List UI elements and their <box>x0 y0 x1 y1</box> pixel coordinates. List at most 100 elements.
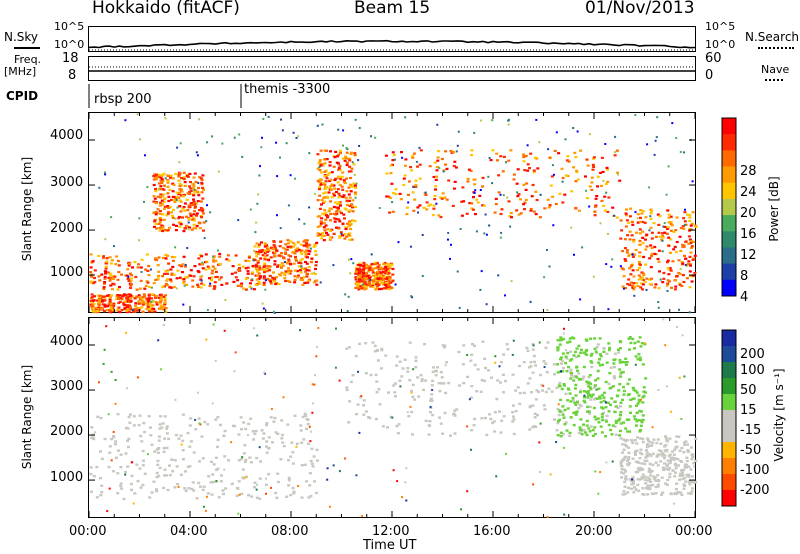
power-cell <box>447 238 449 241</box>
power-cell <box>530 195 534 198</box>
power-cell <box>326 233 330 236</box>
power-cell <box>177 221 181 224</box>
power-cell <box>193 210 196 213</box>
velocity-cell <box>646 437 650 440</box>
velocity-cell <box>661 466 665 469</box>
velocity-cell <box>582 423 585 426</box>
velocity-cell <box>531 348 535 351</box>
power-cell <box>323 200 327 203</box>
velocity-cell <box>162 324 165 326</box>
power-cell <box>217 170 220 173</box>
power-cell <box>645 233 649 236</box>
power-cell <box>287 269 291 272</box>
power-cell <box>195 224 199 228</box>
power-cell <box>596 175 600 178</box>
velocity-cell <box>392 384 396 387</box>
velocity-cell <box>156 459 160 463</box>
velocity-cell <box>693 465 696 468</box>
power-cell <box>656 116 659 119</box>
velocity-cell <box>416 376 420 379</box>
power-cell <box>454 166 458 169</box>
power-cell <box>160 181 164 185</box>
velocity-cell <box>127 415 131 419</box>
velocity-cell <box>683 375 686 378</box>
power-cell <box>661 234 665 237</box>
power-cell <box>372 267 375 270</box>
power-cell <box>129 308 133 311</box>
velocity-cell <box>162 447 166 450</box>
power-cell <box>455 150 458 153</box>
velocity-cell <box>657 479 661 483</box>
power-cell <box>201 197 205 200</box>
power-cell <box>683 254 686 257</box>
velocity-cell <box>293 414 297 417</box>
velocity-cell <box>439 371 443 374</box>
power-cell <box>154 296 158 299</box>
velocity-cell <box>462 381 466 385</box>
power-cell <box>619 265 622 268</box>
power-cell <box>161 229 165 233</box>
velocity-cell <box>560 359 564 362</box>
power-cell <box>105 260 109 263</box>
power-cell <box>375 283 379 286</box>
power-cell <box>642 255 646 259</box>
velocity-cell <box>406 366 410 370</box>
power-cell <box>421 275 424 277</box>
velocity-cell <box>556 408 560 411</box>
vel-cbar-tick-m15: -15 <box>740 423 762 438</box>
velocity-cell <box>215 468 218 472</box>
power-cell <box>161 180 165 183</box>
velocity-cell <box>345 386 349 389</box>
power-cell <box>177 215 181 219</box>
velocity-cell <box>627 418 631 421</box>
power-cell <box>181 263 185 266</box>
velocity-cell <box>680 446 684 450</box>
power-cell <box>109 284 113 287</box>
velocity-colorbar-swatch <box>722 346 736 363</box>
power-cell <box>594 197 598 200</box>
power-cell <box>214 275 218 279</box>
velocity-cell <box>90 426 94 429</box>
power-cell <box>131 310 135 313</box>
velocity-cell <box>661 452 665 455</box>
power-cell <box>303 281 307 284</box>
velocity-cell <box>223 429 227 433</box>
velocity-cell <box>165 446 169 450</box>
power-cell <box>411 154 415 158</box>
velocity-cell <box>175 465 179 468</box>
power-cell <box>200 215 203 219</box>
velocity-cell <box>528 366 531 369</box>
velocity-cell <box>618 434 622 437</box>
velocity-cell <box>642 390 646 393</box>
power-cell <box>577 209 581 212</box>
velocity-cell <box>100 490 104 494</box>
velocity-cell <box>287 478 291 482</box>
velocity-cell <box>684 480 688 483</box>
power-cell <box>150 286 153 289</box>
velocity-cell <box>547 387 551 390</box>
power-cell <box>649 208 653 211</box>
noise-left-tick-bottom: 10^0 <box>54 38 85 51</box>
power-cell <box>273 260 277 263</box>
power-cell <box>319 164 323 167</box>
power-cell <box>149 268 152 271</box>
power-cell <box>272 310 275 313</box>
power-cell <box>385 286 389 289</box>
velocity-cell <box>663 454 667 457</box>
power-cell <box>255 255 259 258</box>
velocity-cell <box>471 343 474 346</box>
velocity-cell <box>114 379 117 381</box>
power-cell <box>142 300 145 303</box>
velocity-cell <box>347 421 351 424</box>
power-cell <box>496 159 499 162</box>
power-cell <box>606 180 610 183</box>
velocity-cell <box>582 399 586 402</box>
velocity-cell <box>538 441 541 444</box>
velocity-cell <box>643 475 647 478</box>
power-cell <box>244 277 248 280</box>
velocity-cell <box>602 350 606 353</box>
velocity-cell <box>673 492 677 496</box>
power-cell <box>172 208 175 211</box>
power-cell <box>351 219 355 222</box>
power-cell <box>140 306 144 309</box>
